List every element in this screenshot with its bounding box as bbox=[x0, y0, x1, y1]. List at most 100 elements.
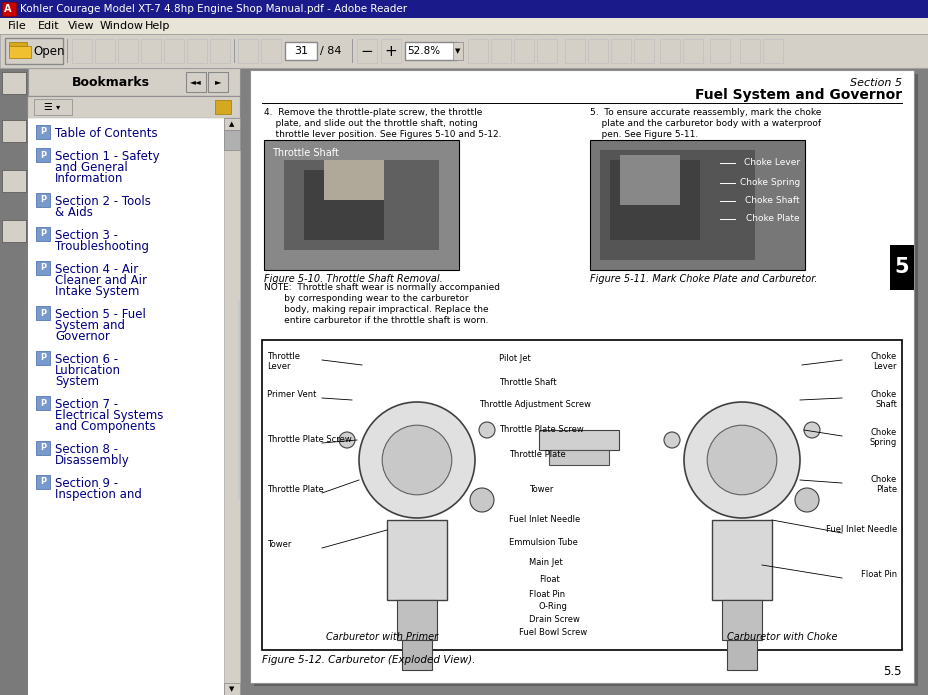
Text: Fuel Bowl Screw: Fuel Bowl Screw bbox=[519, 628, 586, 637]
Text: Main Jet: Main Jet bbox=[528, 558, 562, 567]
Bar bbox=[536, 39, 557, 63]
Circle shape bbox=[794, 488, 818, 512]
Text: Section 6 -: Section 6 - bbox=[55, 353, 118, 366]
Bar bbox=[262, 340, 901, 650]
Text: throttle lever position. See Figures 5-10 and 5-12.: throttle lever position. See Figures 5-1… bbox=[264, 130, 501, 139]
Text: Inspection and: Inspection and bbox=[55, 488, 142, 501]
Circle shape bbox=[358, 402, 474, 518]
Bar bbox=[387, 520, 446, 600]
Text: Lever: Lever bbox=[872, 362, 896, 371]
Bar bbox=[36, 227, 50, 241]
Circle shape bbox=[683, 402, 799, 518]
Bar bbox=[141, 39, 161, 63]
Bar bbox=[2, 2, 16, 16]
Bar bbox=[2, 220, 26, 242]
Text: 5.5: 5.5 bbox=[883, 665, 901, 678]
Text: / 84: / 84 bbox=[319, 46, 342, 56]
Text: P: P bbox=[40, 263, 46, 272]
Bar bbox=[36, 351, 50, 365]
Text: ◄◄: ◄◄ bbox=[190, 78, 201, 86]
Text: Fuel System and Governor: Fuel System and Governor bbox=[694, 88, 901, 102]
Text: Section 5: Section 5 bbox=[849, 78, 901, 88]
Bar bbox=[491, 39, 510, 63]
Bar bbox=[250, 70, 913, 683]
Bar bbox=[721, 600, 761, 640]
Circle shape bbox=[470, 488, 494, 512]
Bar bbox=[253, 74, 917, 686]
Text: Throttle Shaft: Throttle Shaft bbox=[498, 378, 556, 387]
Bar bbox=[682, 39, 702, 63]
Text: −: − bbox=[360, 44, 373, 58]
Text: Float Pin: Float Pin bbox=[860, 570, 896, 579]
Text: Choke: Choke bbox=[870, 475, 896, 484]
Bar bbox=[5, 38, 63, 64]
Bar bbox=[36, 475, 50, 489]
Bar bbox=[28, 68, 239, 695]
Text: P: P bbox=[40, 309, 46, 318]
Bar bbox=[28, 96, 239, 118]
Text: ▼: ▼ bbox=[455, 48, 460, 54]
Text: ►: ► bbox=[214, 78, 221, 86]
Text: View: View bbox=[68, 21, 95, 31]
Circle shape bbox=[381, 425, 451, 495]
Text: Troubleshooting: Troubleshooting bbox=[55, 240, 148, 253]
Text: Shaft: Shaft bbox=[874, 400, 896, 409]
Text: Bookmarks: Bookmarks bbox=[72, 76, 149, 88]
Text: File: File bbox=[8, 21, 27, 31]
Text: Disassembly: Disassembly bbox=[55, 454, 130, 467]
Text: Throttle Plate: Throttle Plate bbox=[509, 450, 565, 459]
Bar bbox=[214, 100, 231, 114]
Bar bbox=[224, 130, 239, 150]
Bar bbox=[9, 42, 27, 50]
Bar bbox=[762, 39, 782, 63]
Bar bbox=[0, 0, 928, 18]
Bar bbox=[611, 39, 630, 63]
Bar bbox=[208, 72, 227, 92]
Text: Fuel Inlet Needle: Fuel Inlet Needle bbox=[825, 525, 896, 534]
Text: Emmulsion Tube: Emmulsion Tube bbox=[509, 538, 577, 547]
Text: Section 4 - Air: Section 4 - Air bbox=[55, 263, 138, 276]
Bar bbox=[538, 430, 618, 450]
Text: and Components: and Components bbox=[55, 420, 156, 433]
Bar bbox=[238, 300, 239, 500]
Text: Section 7 -: Section 7 - bbox=[55, 398, 118, 411]
Bar bbox=[224, 683, 239, 695]
Text: System and: System and bbox=[55, 319, 125, 332]
Text: Choke: Choke bbox=[870, 428, 896, 437]
Text: Figure 5-11. Mark Choke Plate and Carburetor.: Figure 5-11. Mark Choke Plate and Carbur… bbox=[589, 274, 817, 284]
Bar bbox=[238, 39, 258, 63]
Bar bbox=[711, 520, 771, 600]
Text: Throttle: Throttle bbox=[266, 352, 300, 361]
Text: Choke Plate: Choke Plate bbox=[745, 214, 799, 223]
Text: O-Ring: O-Ring bbox=[538, 602, 567, 611]
Circle shape bbox=[664, 432, 679, 448]
Text: Float Pin: Float Pin bbox=[528, 590, 564, 599]
Bar bbox=[2, 72, 26, 94]
Bar bbox=[118, 39, 138, 63]
Text: Section 9 -: Section 9 - bbox=[55, 477, 118, 490]
Bar bbox=[0, 34, 928, 68]
Bar bbox=[709, 39, 729, 63]
Bar bbox=[28, 68, 239, 96]
Bar bbox=[284, 160, 439, 250]
Bar bbox=[36, 148, 50, 162]
Text: ▾: ▾ bbox=[56, 102, 60, 111]
Text: body, making repair impractical. Replace the: body, making repair impractical. Replace… bbox=[264, 305, 488, 314]
Text: Throttle Plate: Throttle Plate bbox=[266, 485, 323, 494]
Text: Lubrication: Lubrication bbox=[55, 364, 121, 377]
Text: Throttle Shaft: Throttle Shaft bbox=[272, 148, 339, 158]
Bar bbox=[0, 18, 928, 34]
Text: Throttle Plate Screw: Throttle Plate Screw bbox=[266, 435, 352, 444]
Text: P: P bbox=[40, 229, 46, 238]
Bar bbox=[402, 640, 432, 670]
Text: Section 3 -: Section 3 - bbox=[55, 229, 118, 242]
Bar bbox=[889, 245, 913, 290]
Text: Choke Shaft: Choke Shaft bbox=[744, 196, 799, 205]
Text: Float: Float bbox=[538, 575, 560, 584]
Text: 5.  To ensure accurate reassembly, mark the choke: 5. To ensure accurate reassembly, mark t… bbox=[589, 108, 820, 117]
Text: plate, and slide out the throttle shaft, noting: plate, and slide out the throttle shaft,… bbox=[264, 119, 477, 128]
Text: Fuel Inlet Needle: Fuel Inlet Needle bbox=[509, 515, 580, 524]
Text: Cleaner and Air: Cleaner and Air bbox=[55, 274, 147, 287]
Bar bbox=[164, 39, 184, 63]
Bar bbox=[95, 39, 115, 63]
